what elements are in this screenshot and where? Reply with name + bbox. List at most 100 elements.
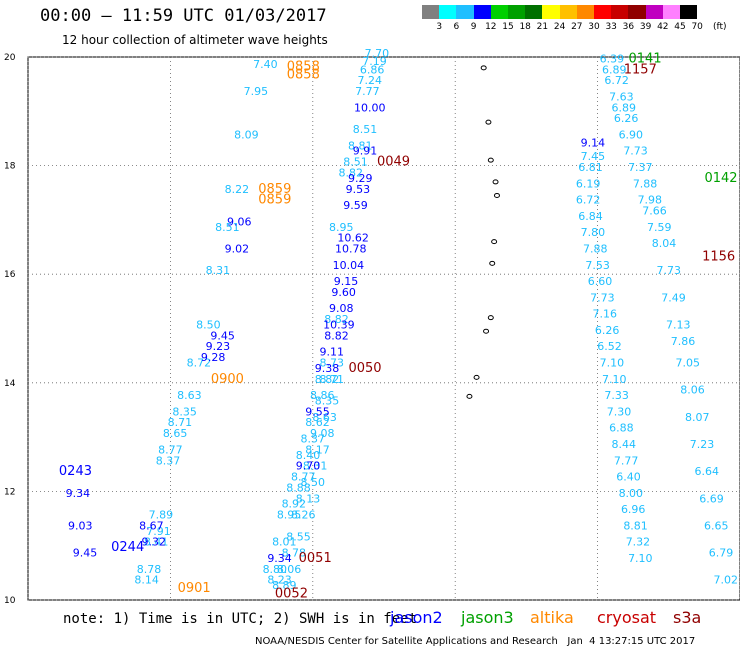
wave-height-label: 6.39 <box>600 52 625 65</box>
wave-height-label: 8.04 <box>652 237 677 250</box>
legend-label: 45 <box>674 22 686 32</box>
wave-height-label: 8.71 <box>168 416 193 429</box>
pass-time-label: 1156 <box>702 250 735 265</box>
wave-height-label: 6.60 <box>588 275 613 288</box>
wave-height-label: 9.70 <box>296 460 321 473</box>
wave-height-label: 6.84 <box>578 210 603 223</box>
wave-height-label: 9.91 <box>353 145 378 158</box>
wave-height-map: 1351381411441471501012141618208.148.788.… <box>4 47 740 605</box>
legend-swatch <box>525 5 543 19</box>
wave-height-label: 7.53 <box>585 259 610 272</box>
legend-label: 33 <box>605 22 617 32</box>
legend-label: 15 <box>502 22 514 32</box>
footer-credit: NOAA/NESDIS Center for Satellite Applica… <box>255 636 696 647</box>
wave-height-label: 8.82 <box>339 166 364 179</box>
wave-height-label: 7.40 <box>253 58 278 71</box>
wave-height-label: 7.59 <box>647 221 672 234</box>
wave-height-label: 6.52 <box>597 340 622 353</box>
pass-time-label: 1157 <box>624 62 657 77</box>
wave-height-label: 7.77 <box>355 85 380 98</box>
wave-height-label: 8.81 <box>623 519 648 532</box>
pass-time-label: 0858 <box>287 68 320 83</box>
island-outline <box>492 179 499 185</box>
island-outline <box>483 328 490 334</box>
wave-height-label: 8.00 <box>619 487 644 500</box>
wave-height-label: 8.95 <box>277 509 302 522</box>
satellite-name: cryosat <box>597 608 657 627</box>
wave-height-label: 7.73 <box>623 145 648 158</box>
wave-height-label: 9.55 <box>305 405 330 418</box>
wave-height-label: 7.49 <box>661 291 686 304</box>
pass-time-label: 0901 <box>178 581 211 596</box>
legend-swatch <box>559 5 577 19</box>
wave-height-label: 9.34 <box>267 552 292 565</box>
wave-height-label: 6.26 <box>614 112 639 125</box>
wave-height-label: 7.30 <box>607 405 632 418</box>
wave-height-label: 8.51 <box>353 123 378 136</box>
wave-height-label: 8.82 <box>324 313 349 326</box>
wave-height-label: 8.50 <box>301 476 326 489</box>
wave-height-label: 8.80 <box>263 563 288 576</box>
wave-height-label: 8.09 <box>234 128 259 141</box>
satellite-name: jason3 <box>461 608 514 627</box>
island-outline <box>491 239 498 245</box>
legend-label: 30 <box>588 22 600 32</box>
wave-height-label: 7.95 <box>244 85 269 98</box>
wave-height-label: 7.77 <box>614 454 639 467</box>
note-text: note: 1) Time is in UTC; 2) SWH is in fe… <box>63 611 418 627</box>
pass-time-label: 0858 <box>287 60 320 75</box>
legend-label: 24 <box>553 22 566 32</box>
wave-height-label: 8.50 <box>196 319 221 332</box>
wave-height-label: 6.89 <box>611 101 636 114</box>
wave-height-label: 7.33 <box>604 389 629 402</box>
legend-label: 3 <box>436 22 443 32</box>
wave-height-label: 8.63 <box>177 389 202 402</box>
legend-swatch <box>628 5 646 19</box>
y-tick-label: 14 <box>4 379 16 389</box>
island-outline <box>489 260 496 266</box>
wave-height-label: 7.80 <box>581 226 606 239</box>
wave-height-label: 8.73 <box>320 357 345 370</box>
wave-height-label: 8.35 <box>172 405 197 418</box>
wave-height-label: 7.45 <box>581 150 606 163</box>
wave-height-label: 9.28 <box>201 351 226 364</box>
wave-height-label: 8.06 <box>680 384 705 397</box>
wave-height-label: 6.72 <box>604 74 629 87</box>
legend-swatch <box>645 5 663 19</box>
wave-height-label: 8.31 <box>206 264 231 277</box>
wave-height-label: 6.72 <box>576 194 601 207</box>
pass-time-label: 0859 <box>258 182 291 197</box>
wave-height-label: 8.82 <box>324 329 349 342</box>
wave-height-label: 7.86 <box>671 335 696 348</box>
wave-height-label: 8.63 <box>312 411 337 424</box>
wave-height-label: 7.73 <box>590 291 615 304</box>
legend-label: 36 <box>622 22 635 32</box>
legend-label: 6 <box>453 22 460 32</box>
island-outline <box>487 157 494 163</box>
wave-height-label: 8.26 <box>291 509 316 522</box>
satellite-name: altika <box>530 608 574 627</box>
wave-height-label: 9.32 <box>142 536 167 549</box>
pass-time-label: 0900 <box>211 372 244 387</box>
legend-swatch <box>662 5 680 19</box>
wave-height-label: 8.95 <box>329 221 354 234</box>
wave-height-label: 7.88 <box>633 177 658 190</box>
wave-height-label: 8.37 <box>156 454 181 467</box>
chart-subtitle: 12 hour collection of altimeter wave hei… <box>62 33 328 47</box>
wave-height-label: 8.77 <box>158 443 183 456</box>
wave-height-label: 8.82 <box>315 373 340 386</box>
wave-height-label: 7.88 <box>583 242 608 255</box>
wave-height-label: 8.44 <box>611 438 636 451</box>
wave-height-label: 7.63 <box>609 90 634 103</box>
wave-height-label: 8.65 <box>163 427 188 440</box>
wave-height-label: 8.81 <box>348 139 373 152</box>
legend-label: 42 <box>657 22 669 32</box>
wave-height-label: 7.98 <box>638 194 663 207</box>
legend-swatch <box>422 5 440 19</box>
wave-height-label: 7.10 <box>600 357 625 370</box>
chart-title: 00:00 – 11:59 UTC 01/03/2017 <box>40 6 327 26</box>
island-outline <box>485 119 492 125</box>
pass-time-label: 0142 <box>704 171 737 186</box>
y-tick-label: 20 <box>4 53 16 63</box>
y-tick-label: 12 <box>4 487 15 497</box>
